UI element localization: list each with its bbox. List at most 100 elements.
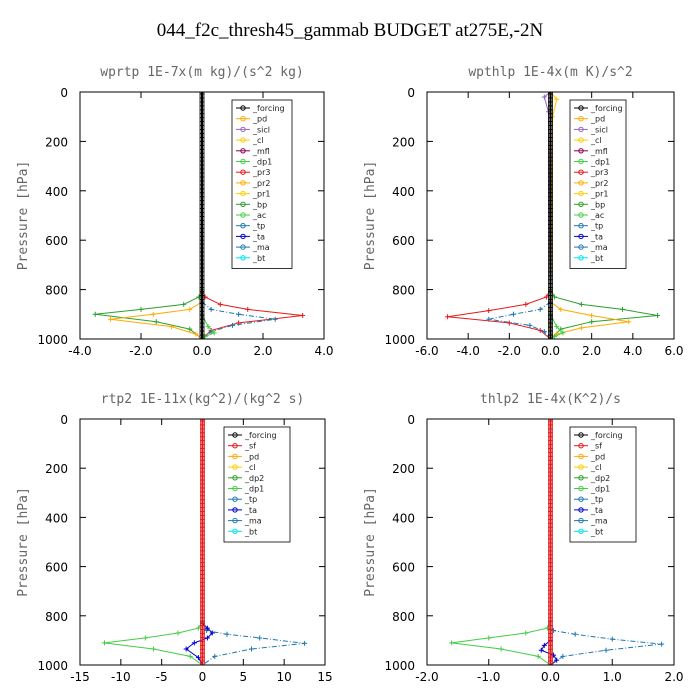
x-tick-label: -2.0 [129, 344, 152, 358]
legend-marker [578, 496, 584, 502]
legend-marker [232, 528, 238, 534]
series-marker [548, 336, 553, 339]
x-tick-label: -4.0 [68, 344, 91, 358]
legend-marker [240, 169, 246, 175]
y-tick-label: 200 [392, 135, 415, 149]
legend-marker [578, 443, 584, 449]
y-axis-label: Pressure [hPa] [363, 487, 378, 597]
legend-marker [578, 137, 584, 143]
plot-frame [426, 418, 675, 666]
series-marker [102, 640, 107, 646]
series-marker [108, 316, 113, 322]
series-marker [204, 635, 210, 641]
series-marker [589, 313, 595, 319]
legend-marker [578, 244, 584, 250]
series-marker [191, 640, 197, 646]
series-marker [551, 652, 557, 658]
legend-entry: _pr1 [252, 190, 270, 199]
series-marker [510, 311, 516, 317]
chart-panel-3: rtp2 1E-11x(kg^2)/(kg^2 s) Pressure [hPa]… [16, 392, 333, 684]
series-marker [208, 306, 214, 312]
center-marker [548, 334, 553, 339]
series-marker [486, 635, 492, 641]
legend-entry: _bt [252, 254, 265, 263]
series-marker [249, 646, 254, 652]
series-marker [523, 630, 529, 636]
y-tick-label: 600 [45, 561, 68, 575]
legend-marker [240, 255, 246, 261]
legend-entry: _pd [590, 115, 605, 124]
series-marker [486, 308, 492, 314]
y-tick-label: 400 [45, 511, 68, 525]
x-tick-label: 1.0 [603, 670, 622, 684]
plot-frame [426, 91, 675, 340]
x-tick-label: 5 [240, 670, 248, 684]
legend-marker [232, 464, 238, 470]
chart-panel-2: wpthlp 1E-4x(m K)/s^2 Pressure [hPa] -6.0 -… [363, 65, 684, 358]
series-marker [449, 640, 455, 646]
series-marker [217, 301, 223, 307]
legend-entry: _ma [590, 517, 608, 526]
series-marker [204, 625, 210, 631]
y-tick-label: 200 [45, 135, 68, 149]
x-tick-label: -10 [111, 670, 131, 684]
legend-entry: _sicl [590, 125, 608, 134]
legend-entry: _pr1 [590, 190, 608, 199]
legend-entry: _tp [590, 222, 603, 231]
y-tick-label: 800 [45, 284, 68, 298]
x-tick-label: 4.0 [623, 344, 642, 358]
series-marker [169, 324, 174, 330]
y-tick-label: 1000 [37, 333, 68, 347]
legend-marker [232, 453, 238, 460]
legend-entry: _tp [252, 222, 265, 231]
y-tick-label: 0 [60, 413, 68, 427]
legend-marker [578, 485, 584, 492]
y-tick-label: 1000 [37, 659, 68, 673]
y-tick-label: 800 [392, 284, 415, 298]
center-marker [199, 334, 205, 339]
legend-marker [240, 223, 246, 229]
legend-entry: _sicl [252, 125, 270, 134]
legend-entry: _sf [244, 442, 256, 451]
legend-entry: _bp [252, 200, 267, 209]
legend-marker [240, 190, 246, 197]
legend-entry: _ta [590, 506, 603, 515]
legend-entry: _pr2 [590, 179, 608, 188]
x-tick-label: 2.0 [253, 344, 272, 358]
series-line-dp1 [104, 419, 203, 665]
series-marker [537, 306, 543, 312]
series-marker [552, 334, 558, 339]
series-marker [209, 630, 215, 636]
legend-entry: _forcing [252, 104, 285, 113]
legend-entry: _ta [244, 506, 257, 515]
series-line-tp [202, 419, 305, 665]
legend: _forcing_pd_sicl_cl_mfl_dp1_pr3_pr2_pr1_… [231, 99, 293, 269]
series-line-tp [488, 92, 551, 339]
legend-entry: _pd [252, 115, 267, 124]
y-tick-label: 800 [392, 610, 415, 624]
legend-marker [232, 443, 238, 449]
series-marker [175, 630, 181, 636]
legend-entry: _tp [244, 495, 257, 504]
legend-marker [232, 517, 238, 524]
x-tick-label: -6.0 [415, 344, 438, 358]
legend-entry: _pd [244, 452, 259, 461]
x-tick-label: 15 [317, 670, 332, 684]
legend-entry: _ac [252, 211, 266, 220]
x-tick-label: -2.0 [498, 344, 521, 358]
series-marker [181, 301, 187, 307]
x-tick-label: -15 [70, 670, 90, 684]
legend-marker [240, 158, 246, 165]
series-marker [538, 647, 544, 653]
series-marker [486, 316, 492, 322]
series-marker [552, 294, 558, 300]
series-marker [187, 653, 193, 659]
y-tick-label: 0 [60, 86, 68, 100]
y-tick-label: 200 [45, 462, 68, 476]
series-marker [578, 301, 584, 307]
legend-entry: _dp1 [252, 158, 272, 167]
legend: _forcing_pd_sicl_cl_mfl_dp1_pr3_pr2_pr1_… [569, 99, 627, 269]
data-layer [449, 419, 665, 665]
series-marker [205, 324, 211, 330]
series-marker [560, 330, 566, 336]
